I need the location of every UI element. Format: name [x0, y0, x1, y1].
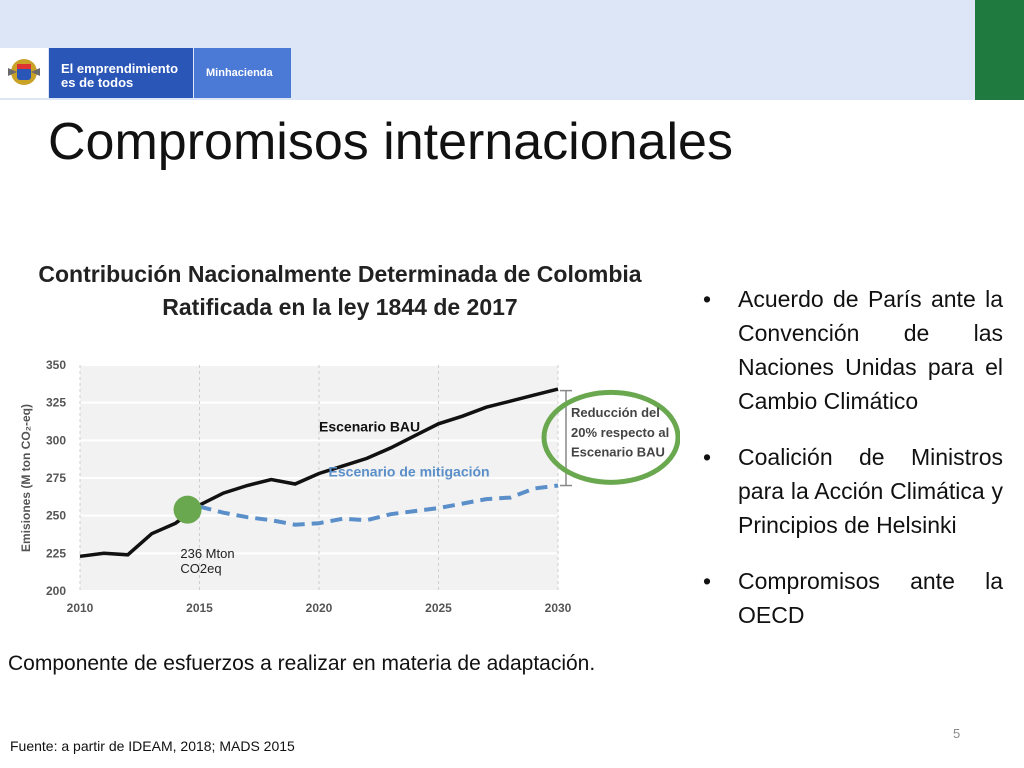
- accent-bar: [975, 0, 1024, 100]
- bullet-dot-icon: •: [703, 568, 712, 594]
- page-number: 5: [953, 726, 961, 741]
- source-note: Fuente: a partir de IDEAM, 2018; MADS 20…: [10, 738, 295, 754]
- reduction-line-3: Escenario BAU: [571, 444, 665, 459]
- chart-title-line-1: Contribución Nacionalmente Determinada d…: [38, 261, 642, 287]
- bullet-text: Compromisos ante la OECD: [738, 568, 1003, 628]
- x-tick-label: 2020: [306, 601, 333, 615]
- y-tick-label: 250: [46, 509, 66, 523]
- y-tick-label: 350: [46, 358, 66, 372]
- page-title: Compromisos internacionales: [48, 113, 733, 171]
- bullet-text: Coalición de Ministros para la Acción Cl…: [738, 444, 1003, 538]
- brand-label: El emprendimiento es de todos: [49, 48, 193, 98]
- reduction-line-2: 20% respecto al: [571, 425, 669, 440]
- y-tick-label: 200: [46, 584, 66, 598]
- chart-title: Contribución Nacionalmente Determinada d…: [0, 258, 680, 324]
- bullet-dot-icon: •: [703, 286, 712, 312]
- chart-caption: Componente de esfuerzos a realizar en ma…: [8, 652, 596, 675]
- point-annotation-line-1: 236 Mton: [180, 546, 234, 561]
- y-axis-label: Emisiones (M ton CO₂-eq): [19, 404, 33, 552]
- ministry-label: Minhacienda: [194, 48, 291, 98]
- reduction-line-1: Reducción del: [571, 405, 660, 420]
- reduction-highlight-circle: [541, 389, 680, 485]
- bullet-list: • Acuerdo de París ante la Convención de …: [700, 282, 1003, 654]
- y-tick-label: 325: [46, 396, 66, 410]
- x-tick-label: 2030: [545, 601, 572, 615]
- bullet-item: • Coalición de Ministros para la Acción C…: [700, 440, 1003, 542]
- bullet-item: • Compromisos ante la OECD: [700, 564, 1003, 632]
- bullet-item: • Acuerdo de París ante la Convención de …: [700, 282, 1003, 418]
- x-tick-label: 2015: [186, 601, 213, 615]
- bau-series-label: Escenario BAU: [319, 418, 420, 434]
- start-point-marker: [173, 495, 202, 524]
- y-tick-label: 225: [46, 546, 66, 560]
- bullet-text: Acuerdo de París ante la Convención de l…: [738, 286, 1003, 414]
- emissions-chart: 200 225 250 275 300 325 350 2010 2015 2020 2025 203…: [19, 358, 680, 615]
- bau-line: [79, 387, 559, 559]
- bullet-dot-icon: •: [703, 444, 712, 470]
- x-tick-label: 2025: [425, 601, 452, 615]
- chart-title-line-2: Ratificada en la ley 1844 de 2017: [162, 294, 518, 320]
- y-tick-label: 300: [46, 433, 66, 447]
- mitigation-line: [199, 483, 559, 527]
- point-annotation-line-2: CO2eq: [180, 561, 221, 576]
- y-tick-label: 275: [46, 471, 66, 485]
- x-tick-label: 2010: [67, 601, 94, 615]
- coat-of-arms-logo: [0, 48, 48, 98]
- brand-line-1: El emprendimiento: [61, 61, 179, 76]
- brand-line-2: es de todos: [61, 75, 134, 90]
- mitigation-series-label: Escenario de mitigación: [329, 463, 490, 479]
